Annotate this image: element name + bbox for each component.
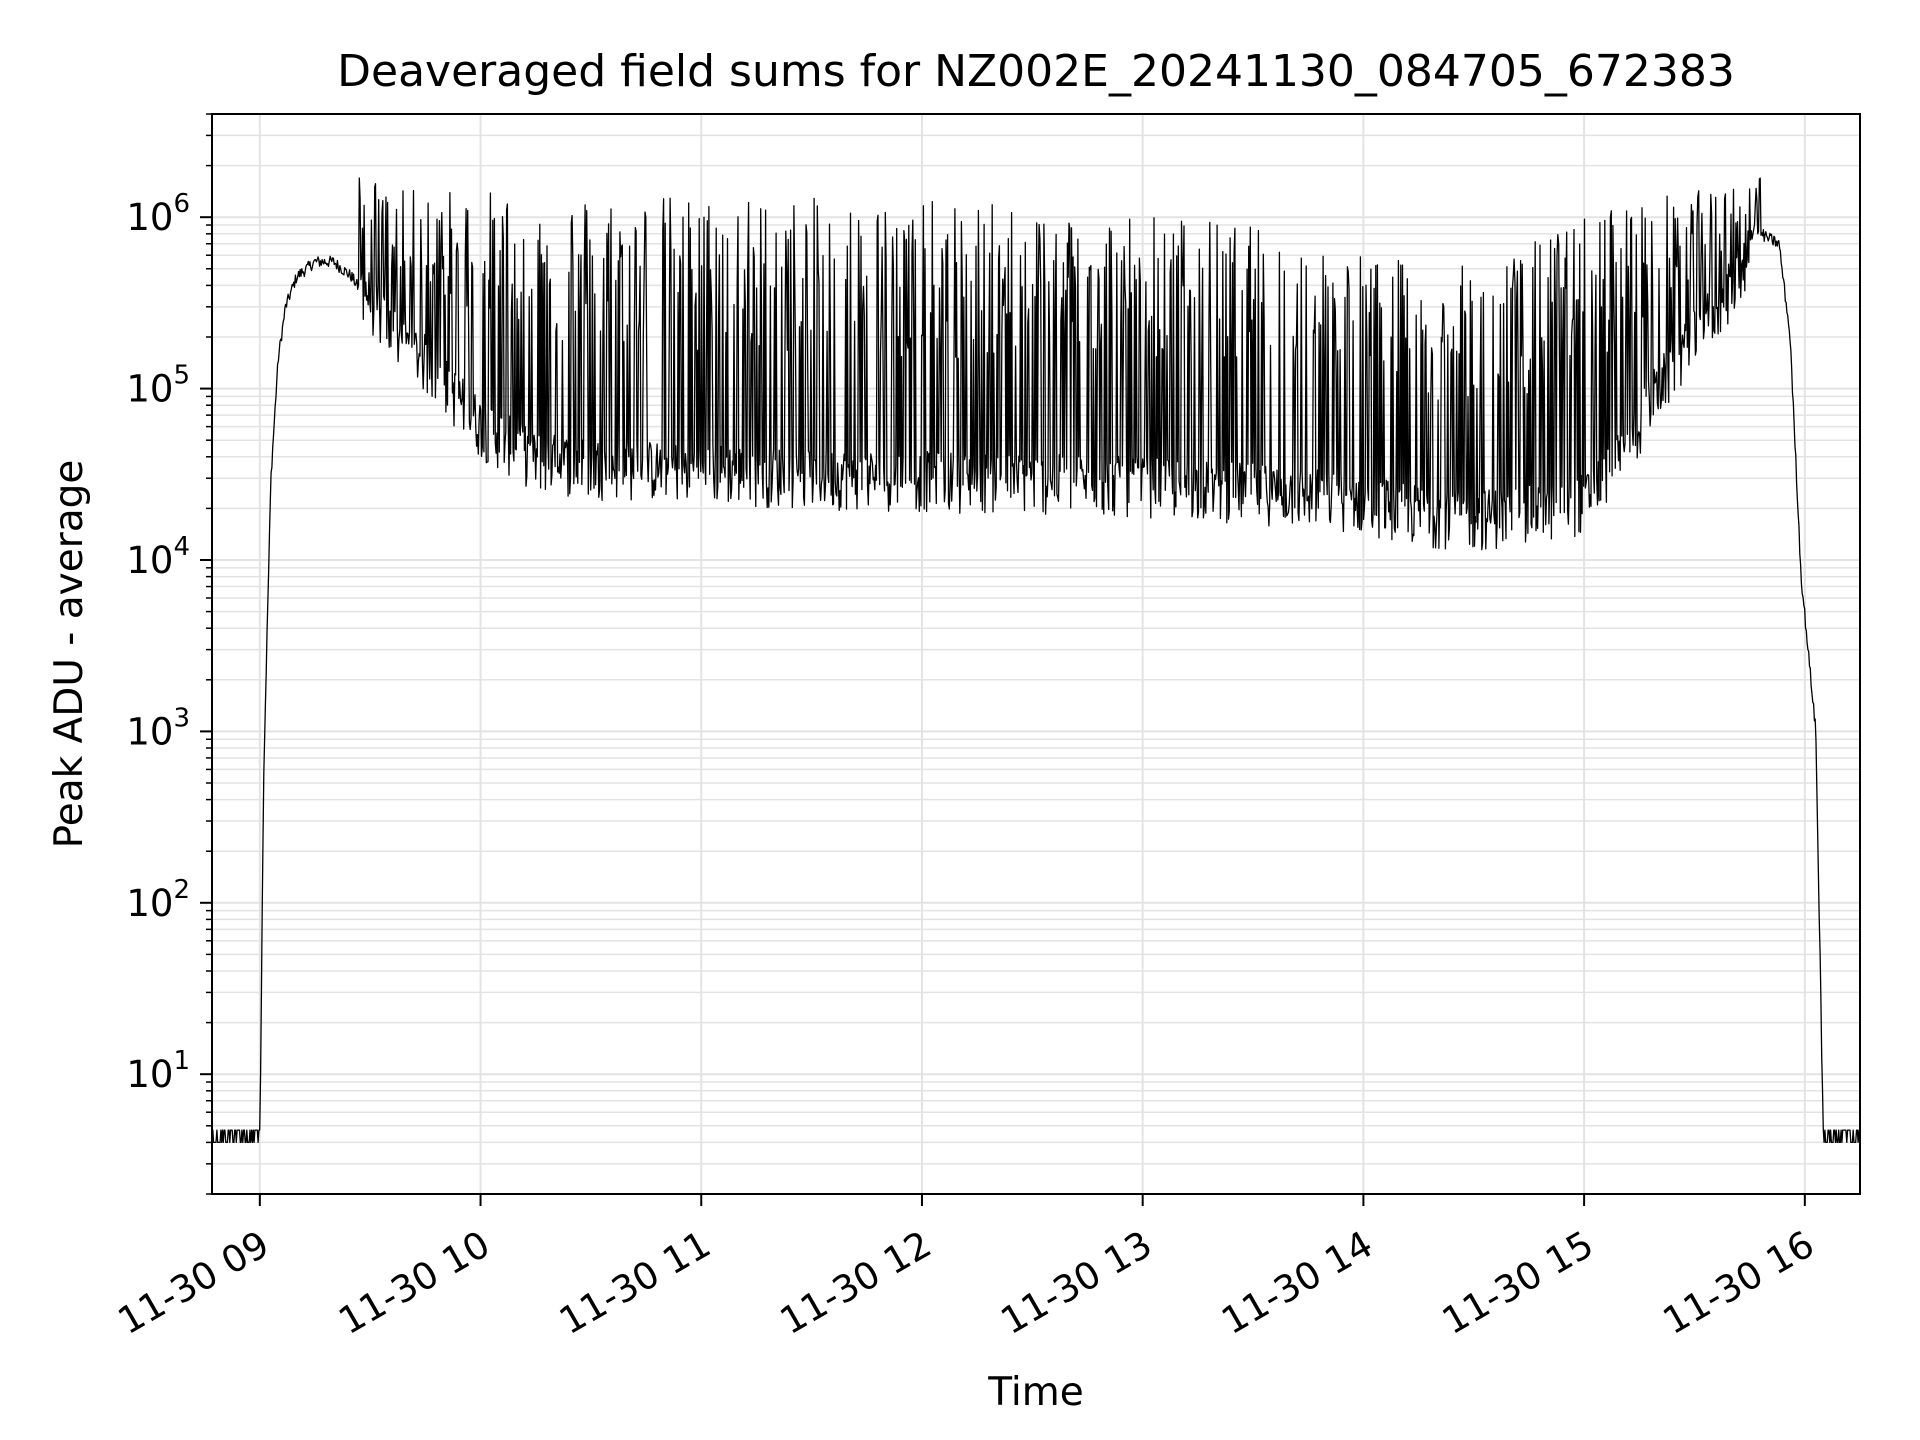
y-tick-base: 10 (126, 710, 173, 753)
y-tick-base: 10 (126, 1053, 173, 1096)
y-tick-base: 10 (126, 882, 173, 925)
y-tick-label: 101 (126, 1046, 190, 1096)
y-tick-label: 105 (126, 361, 190, 411)
y-tick-exponent: 5 (173, 361, 190, 391)
y-tick-label: 104 (126, 532, 190, 582)
y-axis-label: Peak ADU - average (47, 460, 92, 849)
y-tick-label: 102 (126, 875, 190, 925)
y-tick-base: 10 (126, 539, 173, 582)
y-tick-label: 103 (126, 703, 190, 753)
y-tick-exponent: 6 (173, 189, 190, 219)
y-tick-exponent: 4 (173, 532, 190, 562)
y-tick-exponent: 1 (173, 1046, 190, 1076)
x-axis-label: Time (987, 1370, 1083, 1415)
y-tick-exponent: 3 (173, 703, 190, 733)
series-line (211, 177, 1861, 1144)
plot-frame (211, 113, 1861, 1195)
chart-title: Deaveraged field sums for NZ002E_2024113… (337, 46, 1735, 97)
y-tick-exponent: 2 (173, 875, 190, 905)
y-tick-base: 10 (126, 368, 173, 411)
y-tick-label: 106 (126, 189, 190, 239)
y-tick-base: 10 (126, 196, 173, 239)
data-line (211, 177, 1861, 1144)
